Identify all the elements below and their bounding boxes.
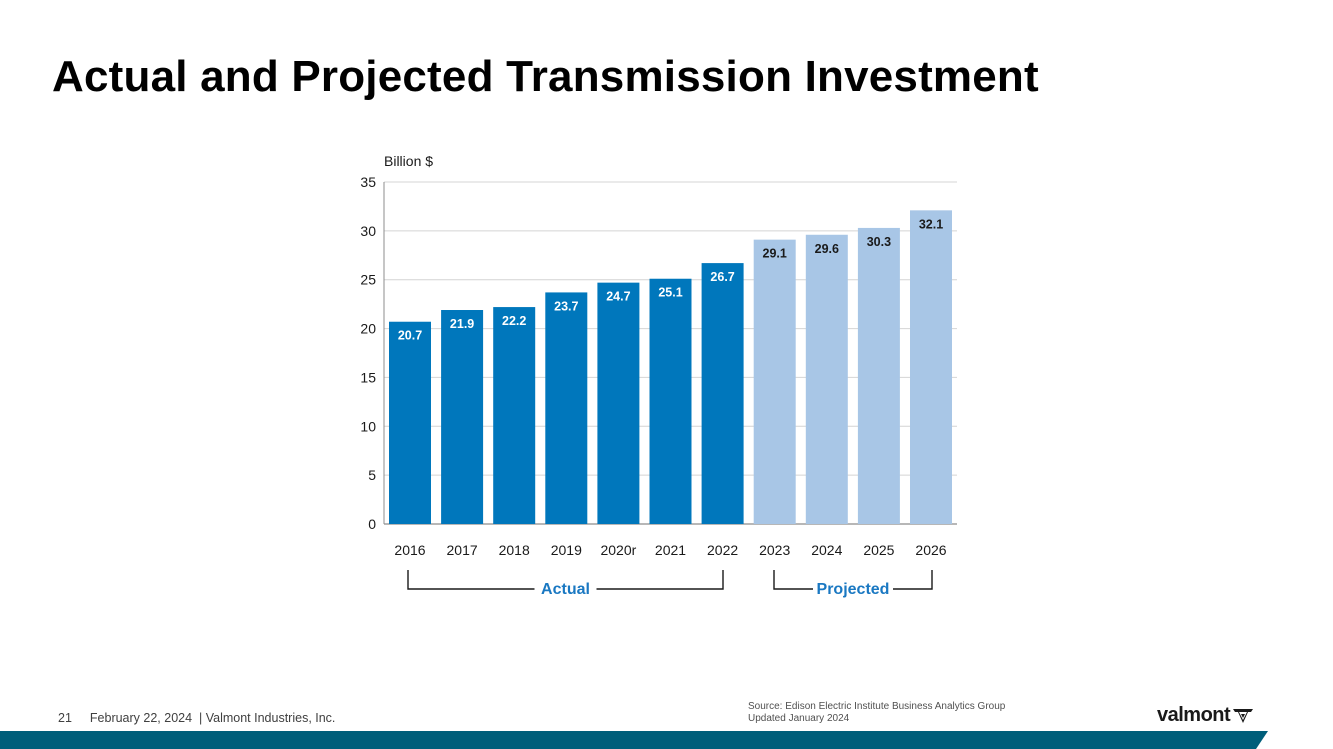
y-tick-label-30: 30 bbox=[360, 223, 376, 239]
bottom-accent-bar bbox=[0, 731, 1268, 749]
y-tick-label-0: 0 bbox=[368, 516, 376, 532]
data-label-2026: 32.1 bbox=[919, 217, 943, 231]
x-tick-label-2024: 2024 bbox=[811, 542, 842, 558]
bars bbox=[389, 210, 952, 524]
source-line-1: Source: Edison Electric Institute Busine… bbox=[748, 701, 1006, 712]
x-tick-label-2025: 2025 bbox=[863, 542, 894, 558]
data-label-2019: 23.7 bbox=[554, 299, 578, 313]
x-tick-label-2020r: 2020r bbox=[600, 542, 636, 558]
y-tick-label-25: 25 bbox=[360, 272, 376, 288]
data-label-2018: 22.2 bbox=[502, 314, 526, 328]
x-tick-label-2023: 2023 bbox=[759, 542, 790, 558]
bar-2024 bbox=[805, 234, 848, 524]
y-tick-label-5: 5 bbox=[368, 467, 376, 483]
y-tick-label-20: 20 bbox=[360, 321, 376, 337]
data-label-2021: 25.1 bbox=[658, 286, 682, 300]
data-label-2022: 26.7 bbox=[710, 270, 734, 284]
bar-2017 bbox=[441, 310, 484, 524]
bar-2025 bbox=[857, 227, 900, 524]
source-line-2: Updated January 2024 bbox=[748, 713, 850, 724]
y-tick-label-10: 10 bbox=[360, 418, 376, 434]
y-tick-label-35: 35 bbox=[360, 174, 376, 190]
footer: 21 February 22, 2024 | Valmont Industries… bbox=[58, 711, 335, 725]
data-label-2023: 29.1 bbox=[763, 247, 787, 261]
bar-2018 bbox=[493, 307, 536, 524]
bar-2023 bbox=[753, 239, 796, 524]
data-label-2016: 20.7 bbox=[398, 329, 422, 343]
bar-2026 bbox=[910, 210, 952, 524]
valmont-logo: valmont bbox=[1157, 704, 1254, 727]
x-tick-labels: 2016 2017 2018 2019 2020r 2021 2022 2023 2024 202… bbox=[394, 542, 946, 558]
slide-title: Actual and Projected Transmission Invest… bbox=[52, 52, 1039, 101]
bracket-projected bbox=[773, 570, 933, 590]
group-label-actual: Actual bbox=[541, 581, 590, 598]
y-axis-label: Billion $ bbox=[384, 153, 433, 169]
data-labels: 20.7 21.9 22.2 23.7 24.7 25.1 26.7 29.1 29.6 30.3… bbox=[398, 217, 943, 342]
bracket-actual bbox=[407, 570, 724, 590]
bar-2016 bbox=[389, 321, 431, 524]
x-tick-label-2019: 2019 bbox=[551, 542, 582, 558]
y-tick-labels: 0 5 10 15 20 25 30 35 bbox=[360, 174, 376, 532]
bar-2022 bbox=[701, 263, 744, 524]
page-number: 21 bbox=[58, 711, 72, 725]
bottom-bar-shape bbox=[0, 731, 1268, 749]
group-label-projected: Projected bbox=[817, 581, 890, 598]
data-label-2017: 21.9 bbox=[450, 317, 474, 331]
bar-2019 bbox=[545, 292, 588, 524]
footer-date-company: February 22, 2024 | Valmont Industries, … bbox=[89, 711, 336, 725]
bar-2021 bbox=[649, 278, 692, 524]
group-brackets: Actual Projected bbox=[407, 570, 933, 598]
x-tick-label-2022: 2022 bbox=[707, 542, 738, 558]
y-tick-label-15: 15 bbox=[360, 369, 376, 385]
x-tick-label-2026: 2026 bbox=[915, 542, 946, 558]
source-note: Source: Edison Electric Institute Busine… bbox=[748, 701, 1005, 725]
x-tick-label-2018: 2018 bbox=[499, 542, 530, 558]
bar-2020r bbox=[597, 282, 640, 524]
x-tick-label-2021: 2021 bbox=[655, 542, 686, 558]
logo-text: valmont bbox=[1157, 704, 1231, 726]
x-tick-label-2017: 2017 bbox=[447, 542, 478, 558]
valmont-v-icon bbox=[1233, 708, 1254, 723]
data-label-2024: 29.6 bbox=[815, 242, 839, 256]
data-label-2025: 30.3 bbox=[867, 235, 891, 249]
data-label-2020r: 24.7 bbox=[606, 290, 630, 304]
x-tick-label-2016: 2016 bbox=[394, 542, 425, 558]
